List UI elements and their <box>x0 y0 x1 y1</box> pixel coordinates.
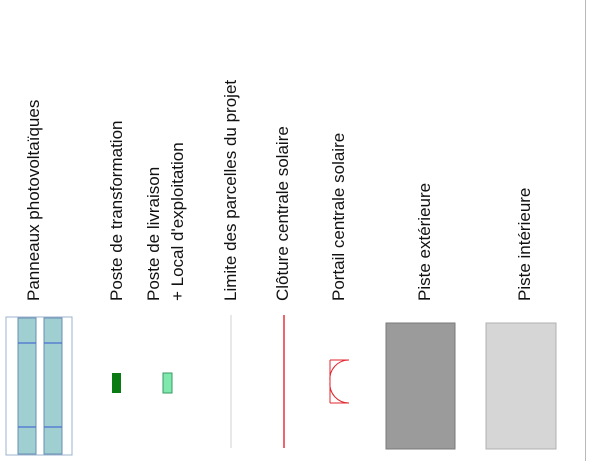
page-right-border <box>585 0 586 461</box>
label-parcel-limit: Limite des parcelles du projet <box>221 79 240 301</box>
pv-panels-symbol <box>5 316 73 456</box>
label-gate: Portail centrale solaire <box>329 132 348 301</box>
interior-track-symbol <box>485 322 557 450</box>
pv-panel-column <box>43 317 63 455</box>
transformation-station-symbol <box>112 373 121 393</box>
label-interior-track: Piste intérieure <box>515 187 534 301</box>
pv-panel-column <box>17 317 37 455</box>
label-delivery-station: Poste de livraison <box>144 166 163 301</box>
label-operations-building: + Local d'exploitation <box>168 142 187 301</box>
label-transformation-station: Poste de transformation <box>107 120 126 301</box>
label-fence: Clôture centrale solaire <box>273 126 292 301</box>
exterior-track-symbol <box>385 322 456 450</box>
label-exterior-track: Piste extérieure <box>415 182 434 301</box>
delivery-station-symbol <box>162 372 173 394</box>
label-pv-panels: Panneaux photovoltaïques <box>24 99 43 301</box>
gate-symbol <box>329 359 350 404</box>
